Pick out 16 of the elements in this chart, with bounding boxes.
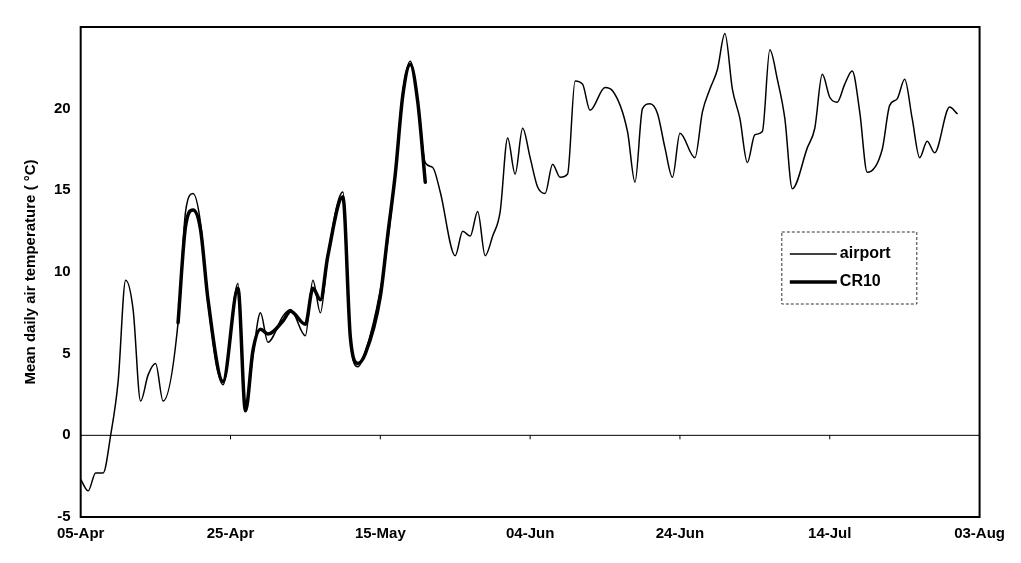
y-tick-label: 0: [62, 425, 71, 443]
y-tick-label: 5: [62, 343, 71, 361]
x-tick-label: 15-May: [354, 524, 407, 542]
x-tick-label: 04-Jun: [505, 524, 555, 542]
y-tick-label: -5: [57, 507, 71, 525]
y-tick-label: 15: [54, 180, 71, 198]
x-tick-label: 25-Apr: [206, 524, 255, 542]
x-tick-label: 24-Jun: [655, 524, 705, 542]
x-tick-label: 03-Aug: [954, 524, 1005, 542]
y-tick-label: 20: [54, 98, 71, 116]
x-tick-label: 14-Jul: [808, 524, 852, 542]
y-axis-title: Mean daily air temperature ( °C): [21, 159, 39, 385]
legend-label: airport: [839, 244, 892, 262]
y-tick-label: 10: [54, 262, 71, 280]
legend-label: CR10: [839, 272, 881, 290]
x-tick-label: 05-Apr: [56, 524, 105, 542]
